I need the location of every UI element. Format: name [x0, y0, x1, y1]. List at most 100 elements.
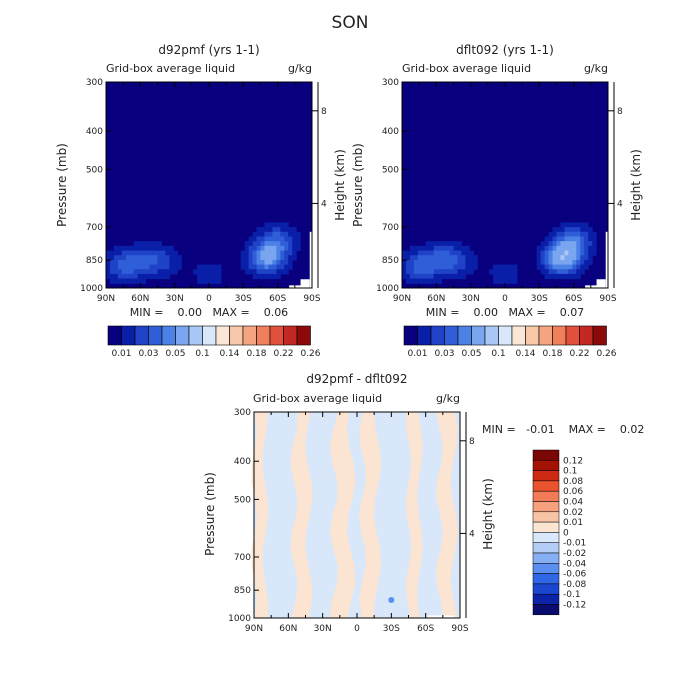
heat-cell — [405, 255, 411, 261]
heat-cell — [433, 259, 439, 266]
y-tick-label: 300 — [234, 408, 251, 418]
heat-cell — [540, 269, 546, 275]
heat-cell — [133, 259, 139, 266]
heat-cell — [260, 255, 265, 261]
heat-cell — [264, 222, 269, 228]
heat-cell — [421, 269, 427, 275]
heat-cell — [548, 273, 554, 280]
heat-cell — [121, 250, 127, 256]
heat-cell — [556, 241, 561, 247]
heat-cell — [276, 259, 281, 266]
colorbar: 0.01 0.03 0.05 0.1 0.14 0.18 0.22 0.26 — [107, 325, 321, 359]
heat-cell — [248, 236, 254, 242]
heat-cell — [501, 269, 506, 275]
colorbar-swatch — [532, 521, 560, 533]
heat-cell — [437, 245, 443, 252]
heat-cell — [280, 231, 285, 237]
heat-cell — [252, 236, 258, 242]
heat-cell — [157, 245, 162, 252]
x-tick-label: 90N — [97, 294, 115, 304]
heat-cell — [548, 231, 554, 237]
colorbar-swatch — [457, 325, 472, 346]
heat-cell — [556, 250, 561, 256]
heat-cell — [409, 255, 415, 261]
heat-cell — [421, 245, 427, 252]
colorbar-swatch — [552, 325, 567, 346]
heat-cell — [264, 264, 269, 270]
colorbar: 0.01 0.03 0.05 0.1 0.14 0.18 0.22 0.26 — [403, 325, 617, 359]
heat-cell — [433, 241, 439, 247]
heat-cell — [284, 255, 289, 261]
heat-cell — [413, 269, 419, 275]
heat-cell — [117, 278, 123, 284]
heat-cell — [272, 273, 277, 280]
heat-cell — [272, 245, 277, 252]
x-tick-label: 90S — [303, 294, 320, 304]
heat-cell — [441, 273, 447, 280]
heat-cell — [584, 231, 589, 237]
y-tick-label: 850 — [86, 256, 103, 266]
heat-cell — [149, 250, 155, 256]
heat-cell — [568, 227, 573, 233]
heat-cell — [145, 259, 151, 266]
heat-cell — [544, 269, 550, 275]
heat-cell — [201, 273, 206, 280]
heat-cell — [572, 250, 577, 256]
heat-cell — [252, 231, 258, 237]
heat-cell — [413, 245, 419, 252]
heat-cell — [417, 264, 423, 270]
heat-cell — [560, 245, 565, 252]
heat-cell — [141, 250, 147, 256]
colorbar-label: 0.03 — [138, 349, 158, 359]
colorbar-label: 0.1 — [563, 467, 577, 477]
heat-cell — [548, 255, 554, 261]
colorbar-swatch — [498, 325, 513, 346]
heat-cell — [149, 241, 155, 247]
x-tick-label: 90S — [599, 294, 616, 304]
heat-cell — [137, 255, 143, 261]
heat-cell — [137, 273, 143, 280]
heat-cell — [256, 255, 261, 261]
heat-cell — [556, 273, 561, 280]
heat-cell — [113, 250, 119, 256]
heat-cell — [141, 273, 147, 280]
heat-cell — [413, 259, 419, 266]
heat-cell — [437, 264, 443, 270]
heat-cell — [268, 236, 273, 242]
colorbar-swatch — [532, 532, 560, 543]
colorbar-swatch — [532, 563, 560, 574]
heat-cell — [264, 245, 269, 252]
heat-cell — [445, 264, 451, 270]
colorbar-label: 0.14 — [515, 349, 535, 359]
heat-cell — [197, 278, 202, 284]
heat-cell — [441, 269, 447, 275]
y-tick-label: 300 — [382, 78, 399, 88]
heat-cell — [141, 255, 147, 261]
heat-cell — [276, 264, 281, 270]
heat-cell — [576, 227, 581, 233]
heat-cell — [264, 236, 269, 242]
y2-tick-label: 8 — [469, 437, 475, 447]
heat-cell — [568, 236, 573, 242]
heat-cell — [113, 278, 119, 284]
x-tick-label: 30S — [383, 624, 400, 634]
heat-cell — [413, 250, 419, 256]
heat-cell — [445, 241, 451, 247]
heat-cell — [205, 264, 210, 270]
heat-cell — [280, 245, 285, 252]
heat-cell — [584, 255, 589, 261]
colorbar-label: -0.02 — [563, 549, 586, 559]
heat-cell — [106, 273, 111, 280]
y2-axis-label: Height (km) — [333, 149, 347, 220]
heat-cell — [288, 236, 293, 242]
heat-cell — [568, 231, 573, 237]
heat-cell — [544, 236, 550, 242]
heat-cell — [580, 250, 585, 256]
colorbar-swatch — [256, 325, 271, 346]
heat-cell — [564, 250, 569, 256]
heat-cell — [556, 255, 561, 261]
heat-cell — [268, 227, 273, 233]
heat-cell — [512, 273, 518, 280]
heat-cell — [173, 259, 178, 266]
colorbar-swatch — [532, 604, 560, 616]
